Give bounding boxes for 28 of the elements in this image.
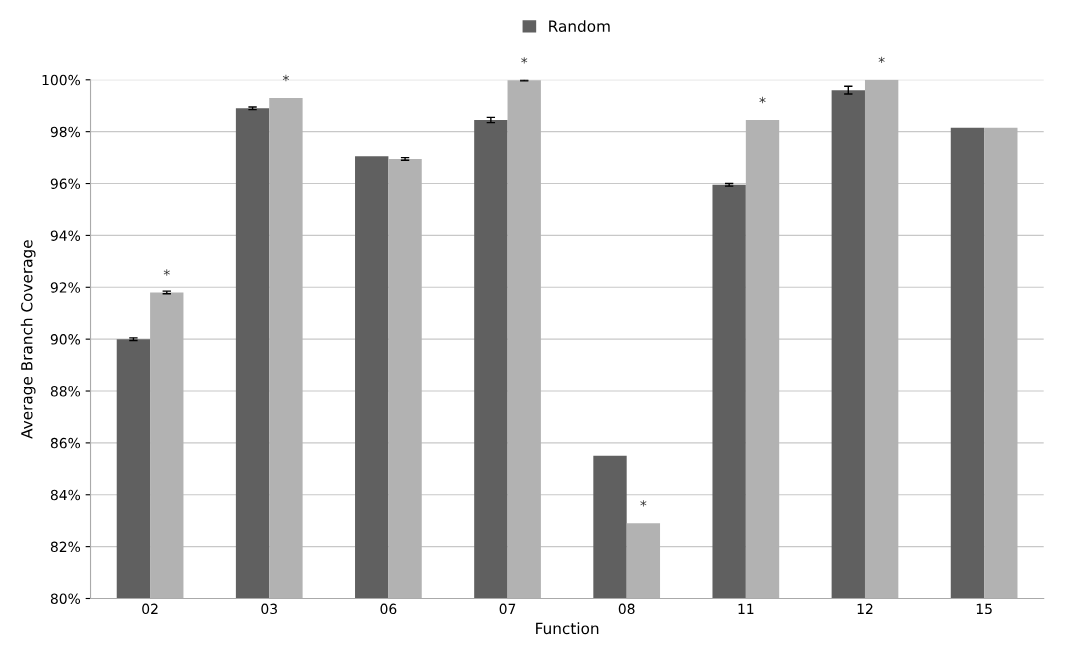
x-tick-label: 03 bbox=[261, 603, 277, 615]
y-tick-label: 80% bbox=[50, 593, 81, 604]
y-tick-label: 90% bbox=[50, 334, 81, 345]
x-tick-label: 11 bbox=[738, 603, 754, 614]
x-tick-label: 02 bbox=[142, 603, 158, 615]
y-tick-label: 88% bbox=[50, 385, 81, 397]
annotation: * bbox=[878, 56, 885, 63]
y-tick-label: 82% bbox=[50, 541, 81, 553]
annotation: * bbox=[640, 500, 647, 507]
x-tick-label: 15 bbox=[976, 603, 992, 615]
legend-label: Random bbox=[549, 20, 610, 32]
y-tick-label: 86% bbox=[50, 437, 81, 449]
annotation: * bbox=[163, 269, 170, 276]
x-tick-label: 07 bbox=[499, 603, 516, 615]
x-tick-label: 12 bbox=[857, 603, 873, 614]
y-tick-label: 100% bbox=[42, 74, 81, 86]
y-axis-title: Average Branch Coverage bbox=[20, 240, 36, 439]
annotation: * bbox=[282, 74, 289, 82]
y-tick-label: 98% bbox=[50, 126, 81, 138]
y-tick-label: 84% bbox=[50, 489, 81, 501]
x-tick-label: 06 bbox=[380, 603, 397, 615]
y-tick-label: 94% bbox=[50, 230, 81, 241]
x-axis-title: Function bbox=[536, 622, 599, 635]
y-tick-label: 92% bbox=[50, 282, 81, 293]
annotation: * bbox=[521, 57, 528, 64]
annotation: * bbox=[759, 96, 766, 104]
x-tick-label: 08 bbox=[618, 603, 635, 615]
y-tick-label: 96% bbox=[50, 178, 81, 190]
